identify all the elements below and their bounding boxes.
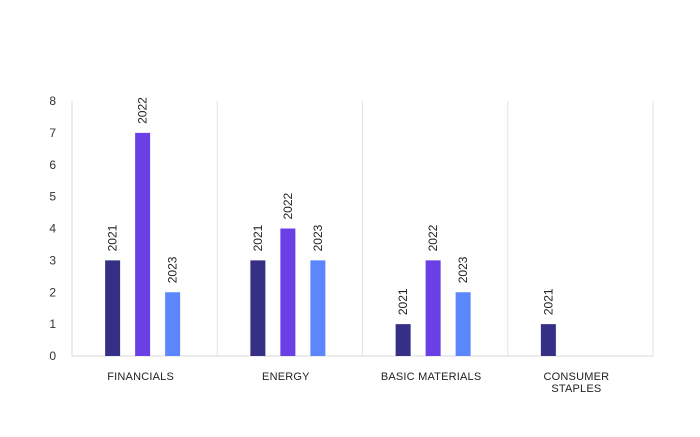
data-label: 2023 [166,256,180,283]
y-tick-label: 1 [49,317,56,331]
bar-2021 [250,260,266,356]
y-tick-label: 4 [49,222,56,236]
y-axis: 0 1 2 3 4 5 6 7 8 [49,94,56,363]
y-tick-label: 6 [49,158,56,172]
x-axis: FINANCIALS ENERGY BASIC MATERIALS CONSUMER S… [107,371,609,395]
y-tick-label: 0 [49,349,56,363]
bar-2023 [455,292,471,356]
y-tick-label: 5 [49,190,56,204]
bar-2022 [280,228,296,356]
bar-2021 [105,260,121,356]
y-tick-label: 8 [49,94,56,108]
y-tick-label: 7 [49,126,56,140]
bar-2022 [135,132,151,356]
data-label: 2021 [106,224,120,251]
y-tick-label: 3 [49,253,56,267]
y-tick-label: 2 [49,285,56,299]
x-tick-label: BASIC MATERIALS [381,371,482,383]
x-tick-label: ENERGY [262,371,310,383]
bar-2023 [165,292,181,356]
bar-2023 [310,260,326,356]
data-labels: 2021 2022 2023 2021 2022 2023 2021 2022 2023 2021 [106,97,556,315]
x-tick-label: CONSUMER STAPLES [543,371,609,395]
data-label: 2022 [426,224,440,251]
x-tick-label: FINANCIALS [107,371,174,383]
data-label: 2022 [136,97,150,124]
data-label: 2021 [541,288,555,315]
bars [105,132,556,356]
data-label: 2023 [456,256,470,283]
bar-2022 [425,260,441,356]
data-label: 2022 [281,192,295,219]
bar-2021 [395,324,411,356]
data-label: 2021 [396,288,410,315]
data-label: 2021 [251,224,265,251]
data-label: 2023 [311,224,325,251]
grid-lines [71,101,654,357]
bar-2021 [540,324,556,356]
